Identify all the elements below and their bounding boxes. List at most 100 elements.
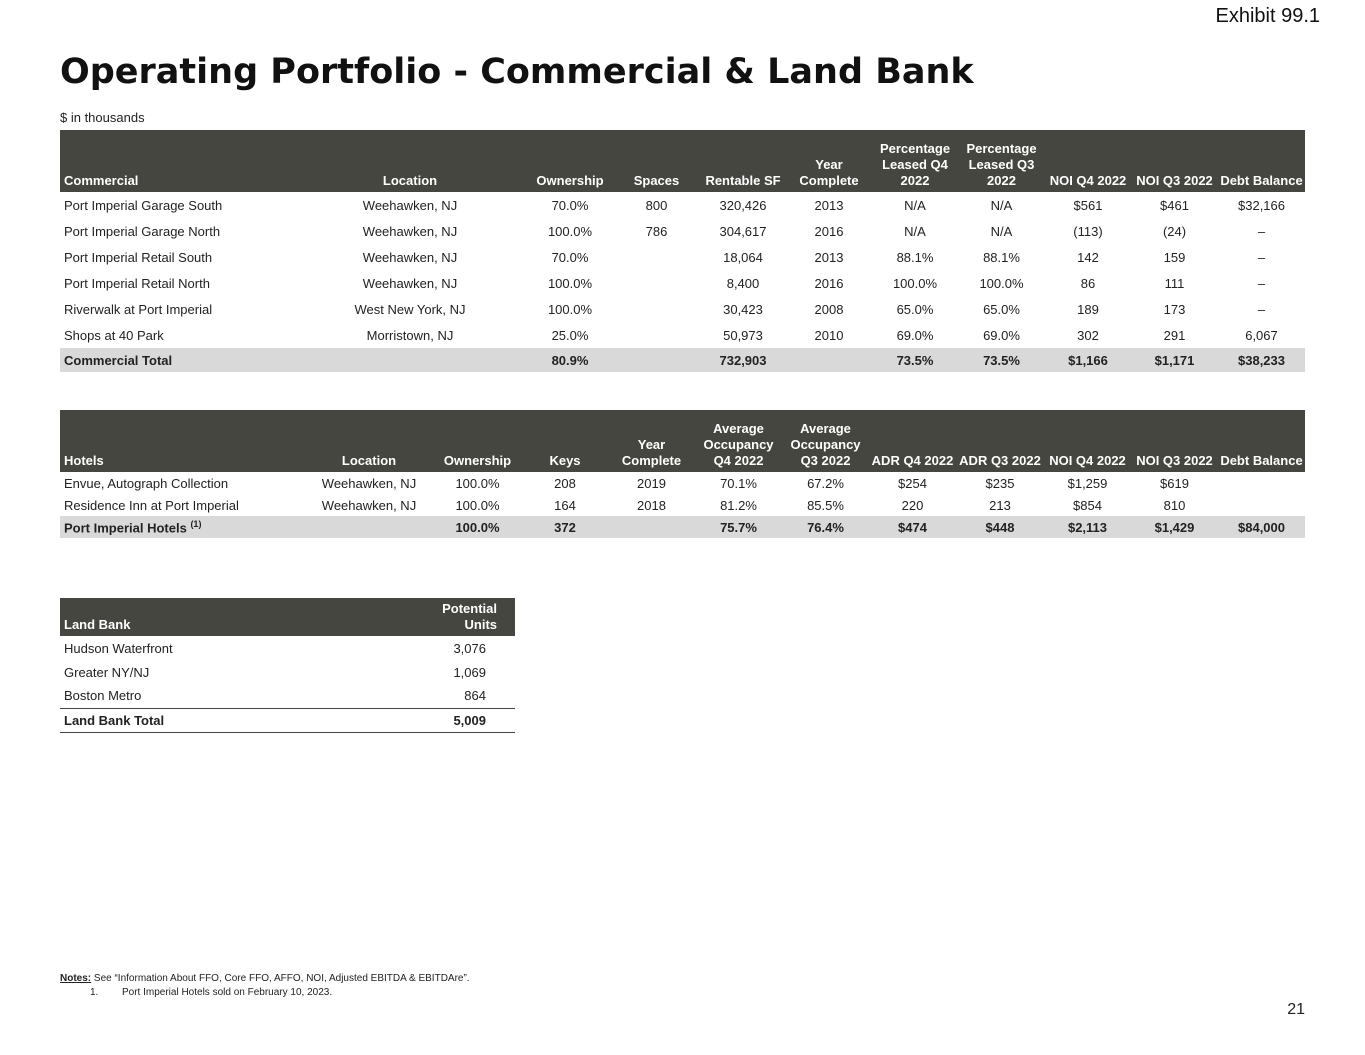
land_bank-cell: 1,069 <box>405 660 515 684</box>
hotels-cell: 208 <box>522 472 608 494</box>
cell-value: 50,973 <box>723 327 763 343</box>
cell-value: $235 <box>985 475 1015 491</box>
cell-value: Weehawken, NJ <box>362 249 458 265</box>
cell-value: $854 <box>1073 497 1102 513</box>
commercial-cell <box>293 348 527 372</box>
cell-value: Boston Metro <box>64 688 142 704</box>
cell-value: 2019 <box>637 475 666 491</box>
commercial-row: Shops at 40 Park Morristown, NJ 25.0% 50,97… <box>60 322 1305 348</box>
hotels-cell: 67.2% <box>782 472 869 494</box>
hotels-cell: 220 <box>869 494 956 516</box>
hotels-cell: $448 <box>956 516 1044 538</box>
cell-value: (24) <box>1162 223 1187 239</box>
commercial-cell: 291 <box>1131 322 1218 348</box>
commercial-cell: Weehawken, NJ <box>293 192 527 218</box>
hotels-cell: 372 <box>522 516 608 538</box>
cell-value: 70.0% <box>551 249 589 265</box>
cell-value: $461 <box>1160 197 1189 213</box>
cell-value: 100.0% <box>455 497 500 513</box>
cell-value: West New York, NJ <box>354 301 466 317</box>
commercial-cell: $561 <box>1045 192 1131 218</box>
cell-value: Residence Inn at Port Imperial <box>64 497 239 513</box>
cell-value: 2018 <box>637 497 666 513</box>
land_bank-row: Boston Metro 864 <box>60 684 515 708</box>
cell-value: $32,166 <box>1238 197 1285 213</box>
cell-value: $84,000 <box>1238 519 1285 535</box>
land_bank-cell: Boston Metro <box>60 684 405 708</box>
page-number: 21 <box>1287 1001 1305 1018</box>
cell-value: 864 <box>464 688 486 704</box>
commercial-column-header: Percentage Leased Q4 2022 <box>872 130 958 192</box>
commercial-cell: (24) <box>1131 218 1218 244</box>
footnote-text: Port Imperial Hotels sold on February 10… <box>122 987 333 998</box>
commercial-cell: N/A <box>872 192 958 218</box>
land_bank-cell: 3,076 <box>405 636 515 660</box>
commercial-cell: 88.1% <box>958 244 1045 270</box>
commercial-cell: 88.1% <box>872 244 958 270</box>
commercial-cell: 142 <box>1045 244 1131 270</box>
cell-value: 69.0% <box>983 327 1020 343</box>
hotels-column-header: NOI Q3 2022 <box>1131 410 1218 472</box>
cell-value: 213 <box>989 497 1011 513</box>
cell-value: 220 <box>901 497 924 513</box>
cell-value: $474 <box>898 519 927 535</box>
hotels-cell: $1,259 <box>1044 472 1131 494</box>
commercial-cell <box>613 348 700 372</box>
commercial-cell: Weehawken, NJ <box>293 270 527 296</box>
notes: Notes: See “Information About FFO, Core … <box>60 972 470 1000</box>
commercial-header-row: Commercial Location Ownership Spaces Rentabl… <box>60 130 1305 192</box>
cell-value: 65.0% <box>983 301 1020 317</box>
commercial-cell: $1,171 <box>1131 348 1218 372</box>
cell-value: 111 <box>1164 275 1185 291</box>
commercial-cell: 2013 <box>786 192 872 218</box>
cell-value: Weehawken, NJ <box>321 497 417 513</box>
commercial-cell: 80.9% <box>527 348 613 372</box>
hotels-column-header: Hotels <box>60 410 305 472</box>
cell-value: 85.5% <box>807 497 844 513</box>
hotels-cell: 70.1% <box>695 472 782 494</box>
commercial-cell: 8,400 <box>700 270 786 296</box>
commercial-cell: – <box>1218 244 1305 270</box>
commercial-cell: $1,166 <box>1045 348 1131 372</box>
cell-value: 164 <box>554 497 576 513</box>
cell-value: 2016 <box>814 223 844 239</box>
hotels-column-header: Ownership <box>433 410 522 472</box>
hotels-cell <box>1218 494 1305 516</box>
cell-value: 6,067 <box>1245 327 1278 343</box>
cell-value: 100.0% <box>892 275 938 291</box>
commercial-cell: 30,423 <box>700 296 786 322</box>
page-title: Operating Portfolio - Commercial & Land … <box>60 52 974 92</box>
hotels-column-header: Keys <box>522 410 608 472</box>
commercial-cell: – <box>1218 296 1305 322</box>
cell-value: 2008 <box>814 301 844 317</box>
cell-value: Riverwalk at Port Imperial <box>64 301 213 317</box>
commercial-table: Commercial Location Ownership Spaces Rentabl… <box>60 130 1305 372</box>
cell-value: 800 <box>645 197 668 213</box>
cell-value: 100.0% <box>979 275 1024 291</box>
cell-value: Weehawken, NJ <box>362 197 458 213</box>
cell-value: Weehawken, NJ <box>362 275 458 291</box>
cell-value: $1,429 <box>1154 519 1195 535</box>
cell-value: Hudson Waterfront <box>64 640 173 656</box>
commercial-cell: 2008 <box>786 296 872 322</box>
commercial-cell: Weehawken, NJ <box>293 244 527 270</box>
footnote-number: 1. <box>90 987 99 998</box>
commercial-cell: West New York, NJ <box>293 296 527 322</box>
commercial-cell: 2016 <box>786 218 872 244</box>
hotels-cell: $619 <box>1131 472 1218 494</box>
cell-value: 173 <box>1163 301 1186 317</box>
cell-value: Land Bank Total <box>64 712 165 728</box>
hotels-column-header: ADR Q3 2022 <box>956 410 1044 472</box>
hotels-cell <box>305 516 433 538</box>
land_bank-column-header: Land Bank <box>60 598 405 636</box>
cell-value: Commercial Total <box>64 352 173 368</box>
cell-value: 88.1% <box>896 249 934 265</box>
commercial-cell: Riverwalk at Port Imperial <box>60 296 293 322</box>
cell-value: 100.0% <box>455 519 500 535</box>
commercial-column-header: Debt Balance <box>1218 130 1305 192</box>
hotels-column-header: Year Complete <box>608 410 695 472</box>
cell-value: Port Imperial Retail South <box>64 249 213 265</box>
hotels-cell: $474 <box>869 516 956 538</box>
cell-value: 100.0% <box>547 301 593 317</box>
